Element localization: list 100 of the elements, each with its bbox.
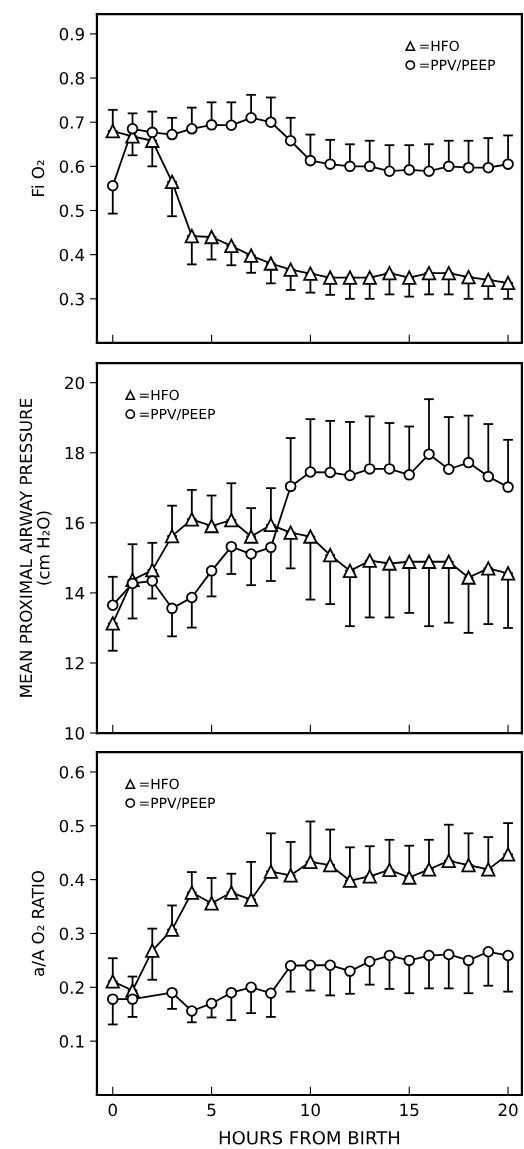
legend-label: =PPV/PEEP — [420, 59, 496, 72]
point — [342, 270, 358, 285]
point — [245, 112, 257, 124]
point — [363, 160, 376, 173]
point — [106, 599, 119, 611]
point — [423, 949, 435, 962]
point — [324, 959, 336, 972]
point — [224, 885, 239, 900]
point — [462, 954, 475, 967]
y-tick-label: 18 — [65, 446, 84, 460]
point — [402, 554, 417, 569]
point — [441, 266, 456, 281]
y-axis-title: Fi O₂ — [31, 160, 45, 196]
y-tick-label: 0.4 — [59, 873, 85, 887]
legend-label: =HFO — [420, 40, 459, 52]
point — [362, 869, 377, 884]
point — [106, 993, 119, 1005]
point — [403, 164, 416, 176]
legend-label: =PPV/PEEP — [140, 797, 215, 810]
point — [304, 959, 317, 972]
point — [184, 512, 199, 527]
point — [205, 565, 218, 577]
point — [443, 160, 455, 173]
legend-label: =PPV/PEEP — [140, 408, 215, 421]
point — [166, 602, 178, 615]
point — [105, 123, 120, 139]
point — [303, 529, 318, 544]
y-tick-label: 0.6 — [59, 765, 85, 779]
point — [383, 949, 396, 962]
point — [105, 974, 120, 989]
point — [423, 165, 435, 177]
point — [186, 1005, 198, 1017]
y-tick-label: 0.7 — [59, 116, 84, 129]
point — [265, 987, 277, 1000]
point — [461, 270, 476, 285]
y-tick-label: 16 — [65, 516, 85, 530]
y-tick-label: 0.5 — [59, 819, 84, 833]
y-tick-label: 0.3 — [59, 292, 84, 306]
point — [164, 174, 180, 189]
point — [146, 575, 159, 587]
point — [383, 463, 396, 475]
point — [283, 868, 298, 883]
point — [323, 270, 338, 285]
point — [481, 561, 496, 576]
point — [383, 165, 396, 177]
point — [441, 853, 456, 868]
point — [284, 480, 297, 493]
point — [500, 275, 516, 291]
point — [243, 529, 259, 544]
point — [126, 993, 139, 1005]
point — [186, 123, 198, 135]
point — [205, 997, 218, 1010]
x-tick-label: 20 — [498, 1103, 518, 1117]
point — [402, 270, 417, 285]
point — [186, 591, 198, 604]
point — [443, 463, 455, 476]
point — [225, 986, 238, 999]
point — [284, 960, 297, 972]
y-tick-label: 0.9 — [59, 27, 84, 41]
point — [443, 948, 455, 961]
legend-label: =HFO — [140, 389, 179, 401]
point — [421, 266, 437, 281]
point — [146, 126, 159, 139]
y-tick-label: 0.8 — [59, 72, 84, 85]
point — [403, 954, 416, 967]
point — [224, 238, 239, 253]
point — [263, 256, 279, 271]
point — [145, 943, 160, 958]
point — [500, 847, 516, 862]
point — [362, 270, 377, 285]
point — [184, 228, 199, 244]
point — [362, 553, 377, 568]
point — [382, 862, 397, 878]
y-axis-title: a/A O₂ RATIO — [31, 871, 46, 976]
point — [324, 466, 336, 479]
point — [482, 946, 495, 958]
point — [184, 885, 199, 900]
point — [284, 134, 297, 147]
point — [481, 272, 496, 287]
point — [502, 949, 514, 962]
x-tick-label: 10 — [301, 1103, 320, 1117]
point — [166, 986, 178, 999]
point — [462, 161, 475, 174]
point — [482, 470, 495, 483]
point — [382, 266, 397, 281]
y-tick-label: 10 — [65, 727, 85, 740]
point — [363, 955, 376, 968]
point — [225, 540, 238, 553]
point — [243, 248, 259, 263]
point — [461, 857, 476, 873]
point — [164, 529, 180, 544]
y-tick-label: 0.6 — [59, 160, 85, 173]
point — [126, 577, 139, 590]
point — [462, 456, 475, 469]
y-tick-label: 0.1 — [59, 1035, 84, 1048]
point — [344, 469, 356, 482]
point — [342, 873, 358, 888]
point — [402, 870, 417, 885]
point — [166, 128, 178, 141]
point — [502, 481, 514, 493]
